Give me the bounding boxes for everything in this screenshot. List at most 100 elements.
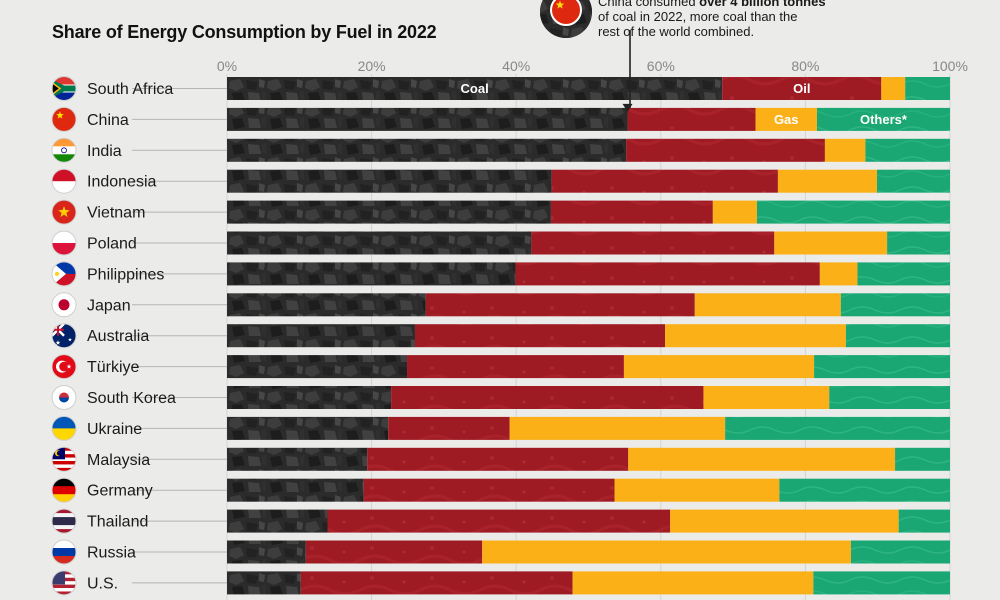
flag-indonesia-icon [51,168,77,194]
bar-vietnam-coal [227,200,551,224]
bar-china-others [816,107,950,131]
bar-japan-others [840,293,950,317]
bar-t-rkiye-others [814,355,950,379]
bar-australia-gas [665,324,846,348]
bar-china-oil [627,107,756,131]
flag-japan-icon [51,292,77,318]
bar-china-gas [755,107,817,131]
chart-title: Share of Energy Consumption by Fuel in 2… [52,22,437,42]
bar-china-coal [227,107,628,131]
country-label-australia: Australia [87,328,149,345]
flag-vietnam-icon [51,199,77,225]
china-coal-badge-icon [540,0,592,38]
flag-south-africa-icon [51,76,77,101]
country-label-philippines: Philippines [87,266,164,283]
bar-ukraine-others [725,416,950,440]
flag-ukraine-icon [51,415,77,441]
bar-japan-coal [227,293,426,317]
bar-australia-oil [414,324,666,348]
bar-ukraine-oil [388,416,510,440]
x-tick-label: 20% [358,58,386,74]
bar-germany-gas [614,478,780,502]
flag-poland-icon [51,230,77,256]
bar-germany-oil [363,478,615,502]
x-tick-label: 80% [791,58,819,74]
bar-south-korea-oil [391,386,704,409]
bar-vietnam-others [756,200,950,224]
annotation-line: rest of the world combined. [598,24,755,39]
china-annotation: China consumed over 4 billion tonnes of … [598,0,898,39]
bar-south-africa-others [905,77,950,100]
bar-thailand-coal [227,509,328,533]
bar-australia-coal [227,324,415,348]
bar-india-gas [824,138,866,162]
bar-india-oil [626,138,825,162]
bar-poland-others [887,231,950,255]
bar-russia-others [850,540,950,564]
x-axis-ticks: 0% 20% 40% 60% 80% 100% [217,58,968,74]
bar-philippines-oil [515,262,820,286]
country-label-indonesia: Indonesia [87,174,156,191]
country-label-russia: Russia [87,545,136,562]
segment-label-oil: Oil [793,81,810,96]
x-tick-label: 60% [647,58,675,74]
bar-south-africa-coal [227,77,723,100]
bar-philippines-gas [819,262,858,286]
flag-australia-icon [51,323,77,349]
annotation-arrowhead [622,103,633,112]
bar-south-korea-others [829,386,950,409]
annotation-graphic [540,0,633,112]
bar-malaysia-oil [367,447,629,471]
flag-south-korea-icon [51,385,77,410]
bar-u-s-gas [572,571,814,595]
bar-south-korea-coal [227,386,392,409]
bar-poland-coal [227,231,532,255]
bar-india-coal [227,138,627,162]
annotation-line: China consumed over 4 billion tonnes [598,0,826,9]
bar-russia-coal [227,540,306,564]
country-labels: South Africa China India Indonesia Vietnam Po… [87,81,227,592]
bars: Coal Oil Gas Others* [227,77,950,595]
bar-philippines-coal [227,262,516,286]
flag-philippines-icon [51,261,77,287]
flag-t-rkiye-icon [51,354,77,380]
bar-indonesia-oil [551,169,778,193]
bar-malaysia-others [895,447,950,471]
country-label-germany: Germany [87,483,153,500]
country-label-u-s: U.S. [87,575,118,592]
flag-germany-icon [51,477,77,503]
bar-poland-oil [531,231,775,255]
bar-vietnam-gas [712,200,757,224]
bar-ukraine-coal [227,416,389,440]
bar-japan-oil [425,293,695,317]
bar-t-rkiye-coal [227,355,408,379]
flag-india-icon [51,137,77,163]
bar-russia-oil [305,540,483,564]
bar-indonesia-coal [227,169,552,193]
bar-thailand-oil [327,509,671,533]
country-label-poland: Poland [87,236,137,253]
segment-label-coal: Coal [461,81,489,96]
bar-u-s-others [813,571,950,595]
country-label-south-korea: South Korea [87,390,176,407]
x-tick-label: 100% [932,58,968,74]
bar-malaysia-gas [628,447,896,471]
bar-ukraine-gas [509,416,726,440]
country-label-vietnam: Vietnam [87,205,145,222]
bar-germany-coal [227,478,364,502]
country-label-china: China [87,112,129,129]
bar-japan-gas [694,293,841,317]
bar-poland-gas [774,231,888,255]
bar-australia-others [845,324,950,348]
bar-indonesia-gas [777,169,877,193]
flag-malaysia-icon [51,446,77,472]
bar-u-s-coal [227,571,301,595]
flags [51,76,77,596]
country-label-india: India [87,143,122,160]
country-label-malaysia: Malaysia [87,452,150,469]
bar-thailand-gas [670,509,899,533]
annotation-line: of coal in 2022, more coal than the [598,9,798,24]
bar-india-others [865,138,950,162]
bar-thailand-others [898,509,950,533]
bar-u-s-oil [300,571,573,595]
